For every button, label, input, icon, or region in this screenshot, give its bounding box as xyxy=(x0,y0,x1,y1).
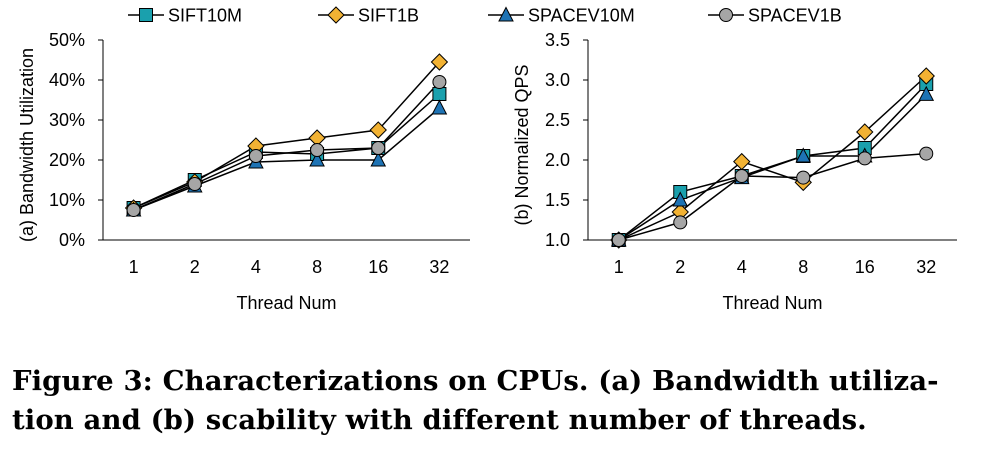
x-tick-label: 32 xyxy=(916,257,936,277)
y-tick-label: 40% xyxy=(49,70,85,90)
legend-item-spacev1b: SPACEV1B xyxy=(708,6,842,26)
y-tick-label: 50% xyxy=(49,30,85,50)
data-point-spacev1b xyxy=(126,203,141,217)
x-tick-label: 8 xyxy=(312,257,322,277)
data-point-spacev1b xyxy=(857,151,872,166)
figure-caption: Figure 3: Characterizations on CPUs. (a)… xyxy=(12,362,974,440)
data-point-sift1b xyxy=(369,121,387,139)
series-line-spacev1b xyxy=(618,152,927,241)
data-point-spacev1b xyxy=(796,170,811,185)
legend: SIFT10M SIFT1B SPACEV10M SPACEV1B xyxy=(128,6,842,26)
y-axis-label: (b) Normalized QPS xyxy=(512,64,532,225)
data-point-spacev10m xyxy=(309,151,325,167)
caption-line-2: tion and (b) scability with different nu… xyxy=(12,404,867,436)
data-point-sift10m xyxy=(432,87,447,101)
series-line-sift10m xyxy=(618,83,927,241)
y-tick-label: 2.0 xyxy=(545,150,570,170)
data-point-spacev1b xyxy=(611,233,626,247)
x-tick-label: 8 xyxy=(798,257,808,277)
y-tick-label: 1.5 xyxy=(545,190,570,210)
data-point-sift1b xyxy=(917,67,935,85)
series-line-sift1b xyxy=(133,61,440,209)
x-tick-label: 1 xyxy=(614,257,624,277)
data-point-spacev1b xyxy=(248,149,263,163)
x-axis-label: Thread Num xyxy=(236,293,336,313)
data-point-spacev1b xyxy=(187,177,202,191)
data-point-spacev10m xyxy=(918,85,935,101)
data-point-sift1b xyxy=(430,53,449,71)
data-point-spacev1b xyxy=(432,75,447,89)
legend-item-sift1b: SIFT1B xyxy=(318,6,419,26)
x-tick-label: 2 xyxy=(675,257,685,277)
chart-svg: SIFT10M SIFT1B SPACEV10M SPACEV1B 0% 10% 20% 30… xyxy=(17,6,957,313)
legend-marker-diamond xyxy=(327,6,345,24)
data-point-spacev1b xyxy=(919,146,934,161)
x-tick-label: 4 xyxy=(251,257,261,277)
x-tick-label: 1 xyxy=(129,257,139,277)
y-axis-label: (a) Bandwidth Utilization xyxy=(17,48,37,242)
series-line-spacev10m xyxy=(618,93,927,241)
legend-label: SPACEV1B xyxy=(748,6,842,26)
data-point-spacev10m xyxy=(795,147,812,163)
data-point-spacev1b xyxy=(734,169,749,183)
legend-marker-square xyxy=(139,8,153,22)
data-point-spacev10m xyxy=(672,191,689,207)
data-point-spacev1b xyxy=(310,143,325,157)
data-point-spacev10m xyxy=(370,151,387,167)
chart-panel-a: 0% 10% 20% 30% 40% 50% 1 2 4 8 16 32 Thread Num (a) B… xyxy=(17,30,470,313)
chart-area: SIFT10M SIFT1B SPACEV10M SPACEV1B 0% 10% 20% 30… xyxy=(17,6,957,313)
data-point-spacev1b xyxy=(371,141,386,155)
data-point-spacev1b xyxy=(673,215,688,230)
legend-item-spacev10m: SPACEV10M xyxy=(488,6,635,26)
legend-label: SIFT10M xyxy=(168,6,242,26)
x-tick-label: 32 xyxy=(429,257,449,277)
y-tick-label: 10% xyxy=(49,190,85,210)
x-tick-label: 4 xyxy=(737,257,747,277)
y-tick-label: 20% xyxy=(49,150,85,170)
legend-marker-triangle xyxy=(498,6,514,22)
data-point-sift1b xyxy=(733,152,751,171)
caption-line-1: Figure 3: Characterizations on CPUs. (a)… xyxy=(12,365,939,397)
x-tick-label: 16 xyxy=(855,257,875,277)
series-line-sift1b xyxy=(618,75,927,241)
series-line-spacev10m xyxy=(133,107,440,211)
y-tick-label: 1.0 xyxy=(545,230,570,250)
x-axis-label: Thread Num xyxy=(722,293,822,313)
legend-label: SIFT1B xyxy=(358,6,419,26)
data-point-sift1b xyxy=(856,123,874,141)
y-tick-label: 3.5 xyxy=(545,30,570,50)
y-tick-label: 2.5 xyxy=(545,110,570,130)
y-tick-label: 0% xyxy=(59,230,85,250)
legend-item-sift10m: SIFT10M xyxy=(128,6,242,26)
x-tick-label: 16 xyxy=(368,257,388,277)
series-line-spacev1b xyxy=(133,81,440,211)
y-tick-label: 30% xyxy=(49,110,85,130)
legend-label: SPACEV10M xyxy=(528,6,635,26)
data-point-spacev10m xyxy=(431,99,448,115)
legend-marker-circle xyxy=(719,8,733,22)
chart-panel-b: 1.0 1.5 2.0 2.5 3.0 3.5 1 2 4 8 16 32 Thread Num (b) … xyxy=(512,30,957,313)
x-tick-label: 2 xyxy=(190,257,200,277)
y-tick-label: 3.0 xyxy=(545,70,570,90)
